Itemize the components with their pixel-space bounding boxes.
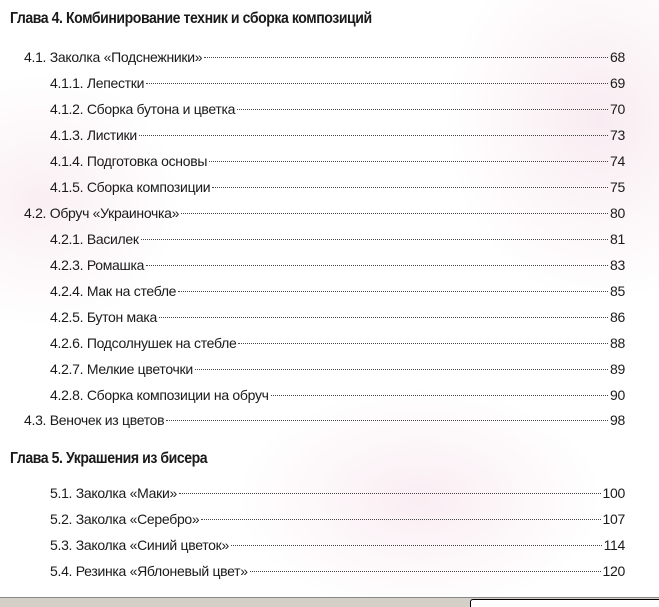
toc-entry[interactable]: 4.1.4. Подготовка основы 74	[50, 151, 625, 171]
page-number: 85	[610, 283, 625, 299]
page-number: 90	[610, 387, 625, 403]
toc-entry[interactable]: 4.1.3. Листики 73	[50, 125, 625, 145]
entry-title: 4.2.8. Сборка композиции на обруч	[50, 387, 269, 403]
dot-leader	[181, 213, 609, 214]
toc-entry[interactable]: 4.1.5. Сборка композиции 75	[50, 177, 625, 197]
entry-title: 4.2. Обруч «Украиночка»	[24, 205, 180, 221]
entry-title: 4.2.7. Мелкие цветочки	[50, 361, 193, 377]
dot-leader	[201, 519, 601, 520]
page-number: 89	[610, 361, 625, 377]
dot-leader	[249, 571, 601, 572]
dot-leader	[146, 83, 609, 84]
dot-leader	[209, 161, 609, 162]
dot-leader	[140, 239, 609, 240]
chapter-title: Глава 5. Украшения из бисера	[10, 450, 208, 467]
toc-entry[interactable]: 4.2. Обруч «Украиночка» 80	[24, 203, 625, 223]
page-number: 120	[602, 563, 626, 579]
dot-leader	[238, 343, 609, 344]
dot-leader	[270, 395, 609, 396]
dot-leader	[178, 291, 609, 292]
dot-leader	[237, 109, 609, 110]
page-number: 75	[610, 179, 625, 195]
dot-leader	[146, 265, 609, 266]
toc-entry[interactable]: 5.3. Заколка «Синий цветок» 114	[50, 535, 625, 555]
toc-entry[interactable]: 4.2.3. Ромашка 83	[50, 255, 625, 275]
entry-title: 4.1.1. Лепестки	[50, 75, 145, 91]
page-number: 80	[610, 205, 625, 221]
toc-entry[interactable]: 4.1.2. Сборка бутона и цветка 70	[50, 99, 625, 119]
page-number: 114	[603, 537, 626, 553]
entry-title: 4.3. Веночек из цветов	[24, 412, 165, 428]
page-number: 107	[602, 511, 626, 527]
page-number: 69	[610, 75, 625, 91]
page-number: 100	[602, 485, 626, 501]
toc-entry[interactable]: 5.4. Резинка «Яблоневый цвет» 120	[50, 561, 625, 581]
toc-entry[interactable]: 4.3. Веночек из цветов 98	[24, 410, 625, 430]
page-number: 98	[610, 412, 625, 428]
toc-entry[interactable]: 5.1. Заколка «Маки» 100	[50, 483, 625, 503]
status-box	[470, 599, 659, 607]
entry-title: 5.4. Резинка «Яблоневый цвет»	[50, 563, 248, 579]
page-number: 86	[610, 309, 625, 325]
dot-leader	[159, 317, 609, 318]
entry-title: 4.1.5. Сборка композиции	[50, 179, 211, 195]
toc-entry[interactable]: 4.2.7. Мелкие цветочки 89	[50, 359, 625, 379]
entry-title: 4.1.2. Сборка бутона и цветка	[50, 101, 236, 117]
status-bar	[0, 597, 659, 607]
page-number: 83	[610, 257, 625, 273]
chapter-title: Глава 4. Комбинирование техник и сборка …	[10, 10, 372, 27]
page-number: 73	[610, 127, 625, 143]
entry-title: 4.2.5. Бутон мака	[50, 309, 157, 325]
toc-entry[interactable]: 4.2.4. Мак на стебле 85	[50, 281, 625, 301]
page-number: 81	[610, 231, 625, 247]
toc-entry[interactable]: 4.2.5. Бутон мака 86	[50, 307, 625, 327]
entry-title: 5.2. Заколка «Серебро»	[50, 511, 200, 527]
toc-entry[interactable]: 4.2.8. Сборка композиции на обруч 90	[50, 385, 625, 405]
entry-title: 4.2.6. Подсолнушек на стебле	[50, 335, 237, 351]
toc-entry[interactable]: 4.1.1. Лепестки 69	[50, 73, 625, 93]
dot-leader	[212, 187, 609, 188]
entry-title: 4.2.1. Василек	[50, 231, 139, 247]
toc-entry[interactable]: 4.2.1. Василек 81	[50, 229, 625, 249]
entry-title: 4.2.4. Мак на стебле	[50, 283, 177, 299]
page-number: 88	[610, 335, 625, 351]
page-number: 68	[610, 49, 625, 65]
entry-title: 4.1.3. Листики	[50, 127, 137, 143]
dot-leader	[138, 135, 609, 136]
entry-title: 4.1. Заколка «Подснежники»	[24, 49, 203, 65]
toc-entry[interactable]: 4.2.6. Подсолнушек на стебле 88	[50, 333, 625, 353]
dot-leader	[166, 420, 609, 421]
dot-leader	[204, 57, 609, 58]
dot-leader	[194, 369, 609, 370]
entry-title: 5.1. Заколка «Маки»	[50, 485, 177, 501]
entry-title: 5.3. Заколка «Синий цветок»	[50, 537, 229, 553]
entry-title: 4.1.4. Подготовка основы	[50, 153, 208, 169]
page-number: 70	[610, 101, 625, 117]
dot-leader	[230, 545, 602, 546]
dot-leader	[178, 493, 601, 494]
entry-title: 4.2.3. Ромашка	[50, 257, 145, 273]
toc-entry[interactable]: 4.1. Заколка «Подснежники» 68	[24, 47, 625, 67]
page-number: 74	[610, 153, 625, 169]
toc-entry[interactable]: 5.2. Заколка «Серебро» 107	[50, 509, 625, 529]
